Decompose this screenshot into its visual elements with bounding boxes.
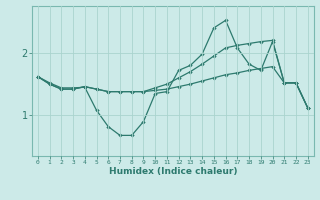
X-axis label: Humidex (Indice chaleur): Humidex (Indice chaleur) [108,167,237,176]
